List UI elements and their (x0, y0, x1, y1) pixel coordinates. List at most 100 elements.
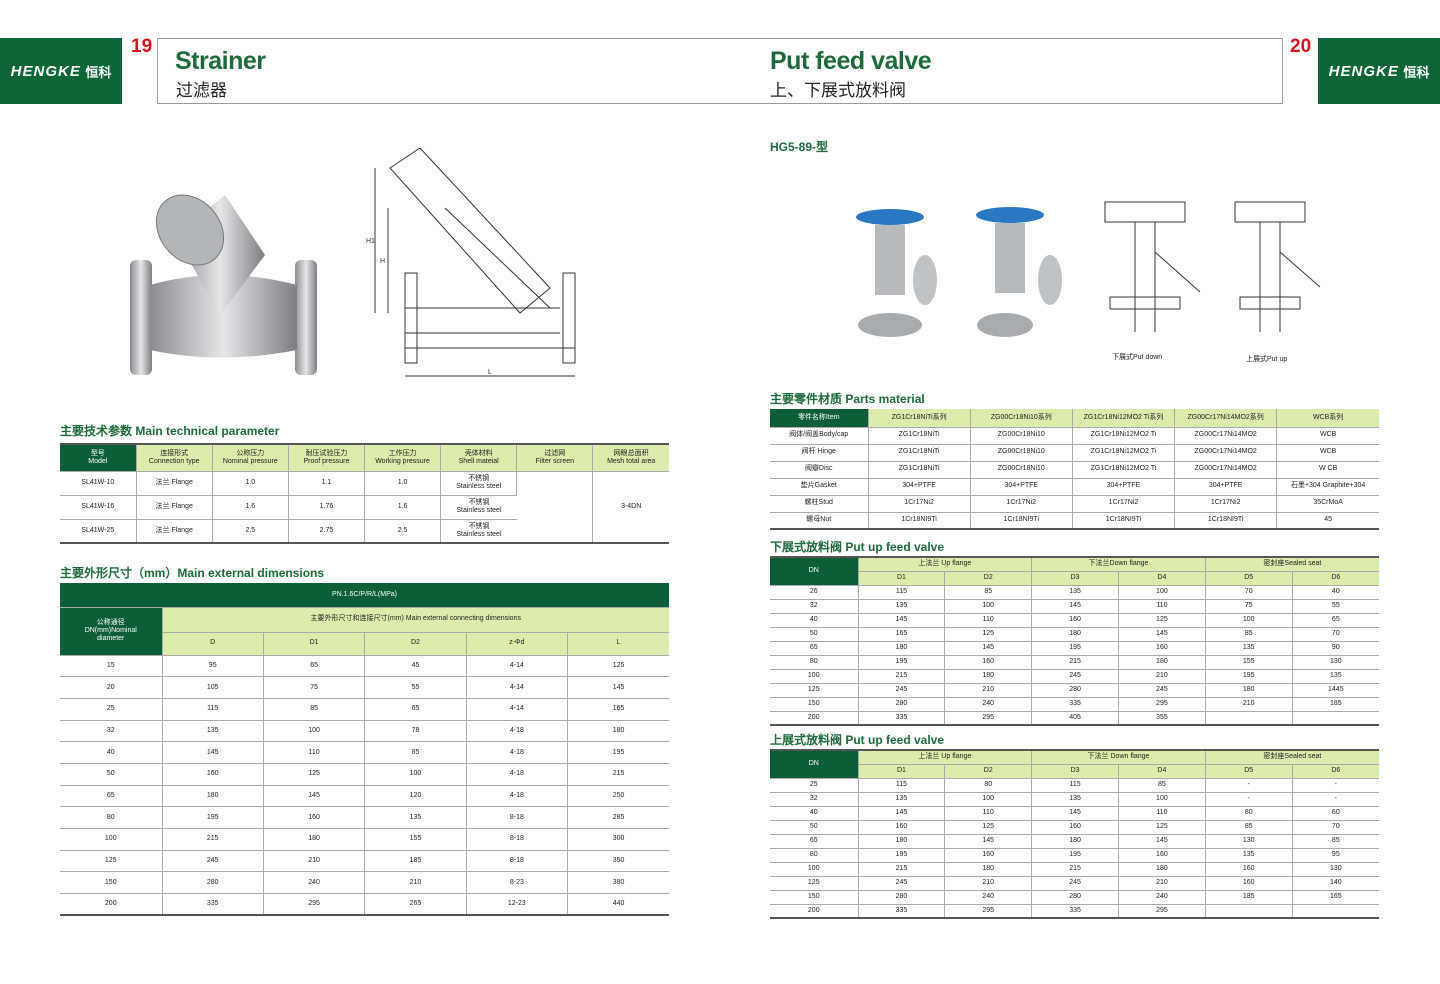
cell-text: 4-14 (509, 705, 524, 713)
table-cell: 65 (770, 834, 859, 849)
table-cell: 80 (60, 806, 163, 829)
table-cell: D2 (364, 632, 467, 656)
cell-text: 180 (1156, 657, 1168, 665)
table-cell: 210 (364, 871, 467, 895)
cell-text: 40 (809, 615, 818, 623)
cell-text: 150 (807, 892, 820, 900)
cell-text: 335 (1069, 699, 1081, 707)
cell-text: 335 (1069, 906, 1081, 914)
cell-text: 215 (895, 864, 908, 872)
cell-text: D4 (1157, 766, 1167, 774)
table-cell: 145 (263, 785, 366, 808)
table-cell: 螺柱Stud (770, 495, 869, 513)
table-cell: 耐压试验压力 Proof pressure (288, 444, 366, 472)
table-cell: 135 (858, 792, 946, 807)
table-cell: 440 (567, 893, 669, 917)
table-cell: 75 (263, 676, 366, 699)
table-cell: ZG00Cr18Ni10 (970, 461, 1073, 479)
table-cell: 185 (364, 850, 467, 873)
table-cell: ZG00Cr18Ni10系列 (970, 409, 1073, 428)
cell-text: 1.0 (245, 478, 256, 486)
cell-text: 180 (308, 835, 320, 843)
table-cell: 185 (1205, 890, 1293, 905)
cell-text: 250 (612, 791, 625, 799)
table-cell: 型号 Model (60, 444, 137, 472)
cell-text: ZG00Cr18Ni10 (997, 465, 1045, 473)
cell-text: ZG1Cr18Ni12MO2 Ti (1090, 431, 1157, 439)
table-cell: 304+PTFE (1072, 478, 1176, 496)
table-cell: D2 (944, 764, 1033, 779)
cell-text: 405 (1069, 713, 1081, 721)
table-cell: 8-18 (466, 806, 569, 829)
cell-text: 304+PTFE (902, 482, 936, 490)
table-cell: 285 (567, 806, 669, 829)
cell-text: Connection type (148, 457, 200, 465)
table-cell: D (162, 632, 264, 656)
table-cell: 195 (1031, 641, 1119, 656)
cell-text: 125 (308, 770, 320, 778)
table-cell: 法兰 Flange (136, 471, 213, 496)
table-cell: 185 (1292, 697, 1379, 712)
table-cell: 295 (263, 893, 366, 917)
cell-text: ZG00Cr17Ni14MO2系列 (1187, 413, 1264, 421)
cell-text: 145 (1069, 808, 1081, 816)
table-cell: 1.0 (364, 471, 442, 496)
table-cell: 15 (60, 655, 163, 678)
cell-text: 螺母Nut (806, 516, 832, 524)
cell-text: 210 (409, 878, 422, 886)
feed-valve-drawings (1104, 201, 1321, 332)
cell-text: 304+PTFE (1004, 482, 1039, 490)
cell-text: 密封座Sealed seat (1263, 560, 1322, 568)
table-cell: 2.5 (364, 519, 442, 544)
cell-text: 1Cr18NI9Ti (1003, 516, 1040, 524)
cell-text: 135 (1329, 671, 1342, 679)
table-cell: 335 (1031, 697, 1119, 712)
table-cell: 125 (60, 850, 163, 873)
table-cell: D2 (944, 571, 1033, 586)
table-row: 100 215 180 245 210 195 135 (770, 669, 1379, 684)
cell-text: 25 (106, 705, 115, 713)
table-row: 20 105 75 55 4-14 145 (60, 676, 669, 699)
table-cell: ZG1Cr18Ni12MO2 Ti (1072, 444, 1176, 462)
table-cell: 215 (858, 862, 946, 877)
page-number-left: 19 (131, 36, 153, 57)
table-cell: 不锈钢 Stainless steel (440, 471, 518, 496)
cell-text: 240 (982, 892, 995, 900)
cell-text: 8-18 (509, 857, 524, 864)
table-cell: 8-18 (466, 850, 569, 873)
cell-text: W CB (1318, 465, 1338, 473)
table-cell: 32 (770, 599, 859, 614)
table-cell: 125 (1118, 613, 1206, 628)
table-cell: 245 (1031, 669, 1119, 684)
table-cell: 180 (858, 641, 946, 656)
logo-text-cn: 恒科 (1403, 64, 1430, 80)
table-cell: 1445 (1292, 683, 1379, 698)
table-cell: 过滤网 Filter screen (516, 444, 594, 472)
cell-text: 265 (409, 900, 422, 908)
cell-text: 主要外形尺寸和连接尺寸(mm) Main external connecting… (310, 615, 521, 623)
page-number-right: 20 (1290, 36, 1312, 57)
cell-text: 200 (807, 713, 820, 721)
table-row: 65 180 145 180 145 130 85 (770, 834, 1379, 849)
cell-text: z-Φd (509, 639, 525, 647)
cell-text: 304+PTFE (1106, 482, 1141, 490)
table-cell: 阀瓣Disc (770, 461, 869, 479)
cell-text: 8-18 (509, 835, 524, 843)
cell-text: 40 (106, 748, 115, 756)
cell-text: 85 (411, 748, 420, 756)
table-cell: D6 (1292, 571, 1379, 586)
table-cell: 4-18 (466, 785, 569, 808)
cell-text: 工作压力 (388, 449, 417, 457)
cell-text: 115 (1069, 780, 1081, 788)
cell-text: ZG1Cr18Ni12MO2 Ti (1090, 465, 1157, 473)
cell-text: WCB (1319, 448, 1337, 456)
cell-text: 125 (982, 629, 995, 637)
table-cell: D6 (1292, 764, 1379, 779)
table-cell: 1Cr17Ni2 (970, 495, 1073, 513)
table-row: 螺柱Stud 1Cr17Ni2 1Cr17Ni2 1Cr17Ni2 1Cr17Ni2 35… (770, 495, 1379, 513)
cell-text: 40 (809, 808, 818, 816)
table-cell: 155 (1205, 655, 1293, 670)
strainer-drawing: H1 H L (366, 148, 576, 377)
cell-text: 32 (106, 726, 115, 734)
cell-text: 石墨+304 Graphite+304 (1290, 482, 1366, 490)
